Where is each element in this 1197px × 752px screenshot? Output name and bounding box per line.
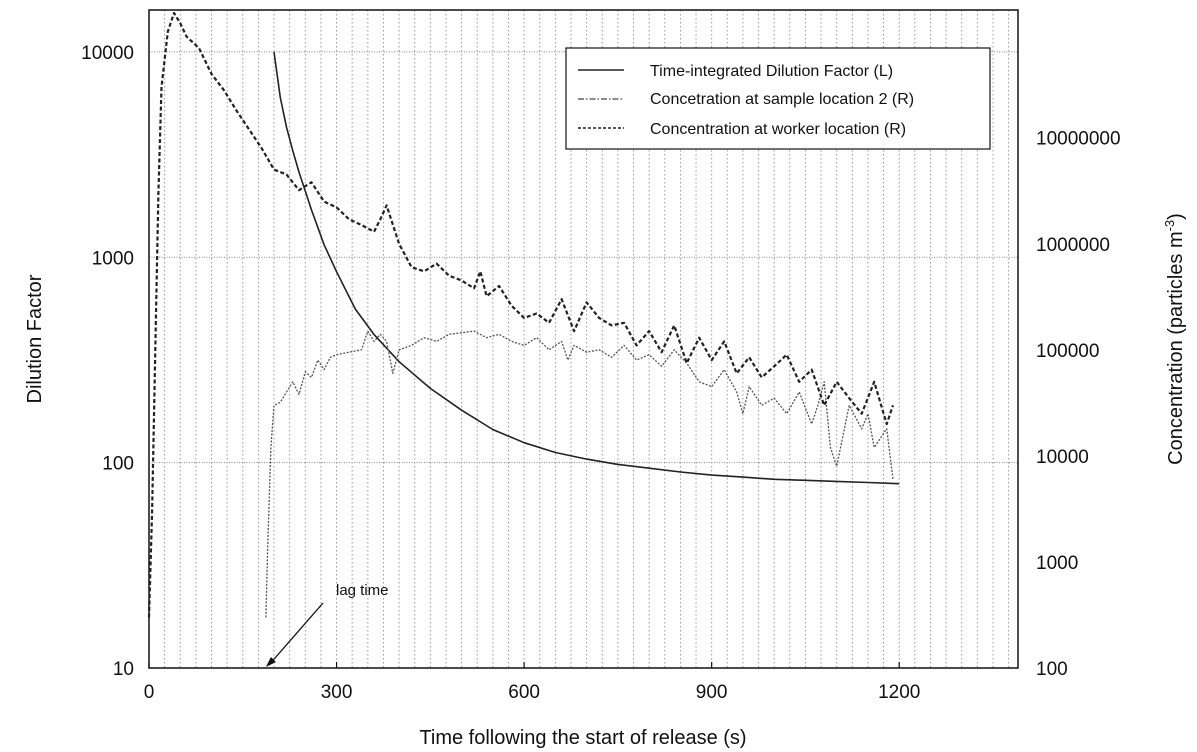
left-axis-title: Dilution Factor bbox=[24, 274, 46, 403]
x-tick-label: 0 bbox=[144, 682, 155, 703]
right-axis-title-superscript: -3 bbox=[1162, 220, 1177, 232]
legend-label-worker: Concentration at worker location (R) bbox=[650, 121, 906, 138]
x-tick-label: 600 bbox=[508, 682, 540, 703]
right-tick-label: 1000 bbox=[1036, 553, 1078, 574]
left-tick-labels: 10 100 1000 10000 bbox=[81, 43, 134, 680]
right-tick-label: 100 bbox=[1036, 659, 1068, 680]
series-group bbox=[147, 11, 900, 618]
left-tick-label: 10000 bbox=[81, 43, 134, 64]
legend-label-dilution: Time-integrated Dilution Factor (L) bbox=[650, 63, 893, 80]
series-sample-location-2 bbox=[265, 330, 894, 618]
right-axis-title-main: Concentration (particles m bbox=[1165, 231, 1187, 464]
vertical-grid bbox=[164, 10, 1010, 668]
x-tick-labels: 0 300 600 900 1200 bbox=[144, 662, 920, 703]
lag-time-arrow-head bbox=[265, 657, 276, 667]
left-tick-label: 10 bbox=[113, 659, 134, 680]
series-worker-location bbox=[147, 11, 895, 618]
right-axis-title-close: ) bbox=[1165, 213, 1187, 220]
lag-time-label: lag time bbox=[336, 582, 389, 599]
right-tick-label: 100000 bbox=[1036, 341, 1099, 362]
lag-time-annotation: lag time bbox=[265, 582, 389, 667]
left-tick-label: 100 bbox=[102, 454, 134, 475]
plot-frame bbox=[148, 9, 1019, 669]
x-tick-label: 900 bbox=[696, 682, 728, 703]
legend-label-sample: Concetration at sample location 2 (R) bbox=[650, 91, 914, 108]
right-tick-label: 10000000 bbox=[1036, 129, 1121, 150]
right-axis-title: Concentration (particles m-3) bbox=[1162, 213, 1187, 465]
legend: Time-integrated Dilution Factor (L) Conc… bbox=[565, 47, 991, 150]
series-dilution-factor bbox=[273, 51, 900, 485]
x-tick-label: 1200 bbox=[878, 682, 920, 703]
right-tick-label: 10000 bbox=[1036, 447, 1089, 468]
lag-time-arrow-shaft bbox=[268, 602, 324, 666]
right-tick-labels: 100 1000 10000 100000 1000000 10000000 bbox=[1036, 129, 1121, 680]
legend-box bbox=[565, 47, 991, 150]
x-axis-title: Time following the start of release (s) bbox=[419, 727, 746, 749]
left-tick-label: 1000 bbox=[92, 248, 134, 269]
right-tick-label: 1000000 bbox=[1036, 235, 1110, 256]
x-tick-label: 300 bbox=[321, 682, 353, 703]
